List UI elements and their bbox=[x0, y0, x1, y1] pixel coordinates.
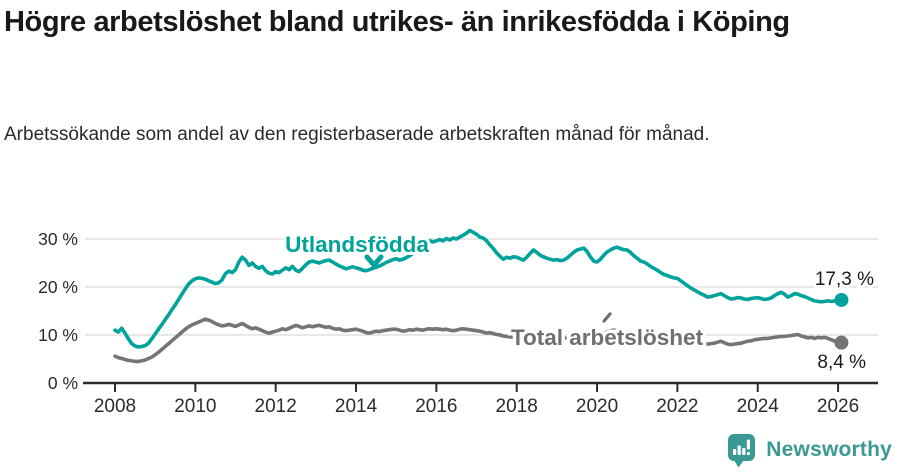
x-axis-tick-label: 2008 bbox=[94, 396, 136, 417]
series-label-utlandsfodda: Utlandsfödda bbox=[285, 232, 429, 257]
page-title: Högre arbetslöshet bland utrikes- än inr… bbox=[4, 6, 790, 38]
newsworthy-logo-icon bbox=[728, 434, 756, 468]
y-axis-tick-label: 10 % bbox=[38, 325, 78, 345]
series-label-total: Total arbetslöshet bbox=[511, 325, 704, 350]
series-line-total bbox=[113, 317, 844, 364]
end-value-label-utlandsfodda: 17,3 % bbox=[815, 269, 874, 290]
chart-subtitle: Arbetssökande som andel av den registerb… bbox=[4, 124, 710, 145]
x-axis-tick-label: 2010 bbox=[174, 396, 216, 417]
x-axis-tick-label: 2024 bbox=[737, 396, 780, 417]
line-chart: 0 % 10 % 20 % 30 % Utlandsfödda Total arbetsl… bbox=[38, 228, 878, 417]
x-axis-tick-label: 2018 bbox=[496, 396, 538, 417]
x-axis-tick-label: 2012 bbox=[255, 396, 297, 417]
newsworthy-brand: Newsworthy bbox=[726, 431, 892, 468]
x-axis-tick-label: 2020 bbox=[576, 396, 618, 417]
series-end-dot-total bbox=[834, 335, 849, 350]
label-accent-mark bbox=[602, 312, 612, 323]
y-axis-tick-label: 0 % bbox=[48, 373, 78, 393]
series-line-utlandsfodda bbox=[113, 228, 844, 349]
x-axis-tick-label: 2026 bbox=[817, 396, 859, 417]
newsworthy-wordmark: Newsworthy bbox=[766, 437, 892, 461]
x-axis-tick-label: 2022 bbox=[656, 396, 698, 417]
y-axis-tick-label: 20 % bbox=[38, 277, 78, 297]
series-end-dot-utlandsfodda bbox=[834, 292, 849, 307]
y-axis-tick-label: 30 % bbox=[38, 229, 78, 249]
x-axis-tick-label: 2014 bbox=[335, 396, 378, 417]
x-axis-tick-label: 2016 bbox=[415, 396, 457, 417]
arrow-down-icon bbox=[364, 254, 384, 268]
end-value-label-total: 8,4 % bbox=[817, 352, 866, 373]
